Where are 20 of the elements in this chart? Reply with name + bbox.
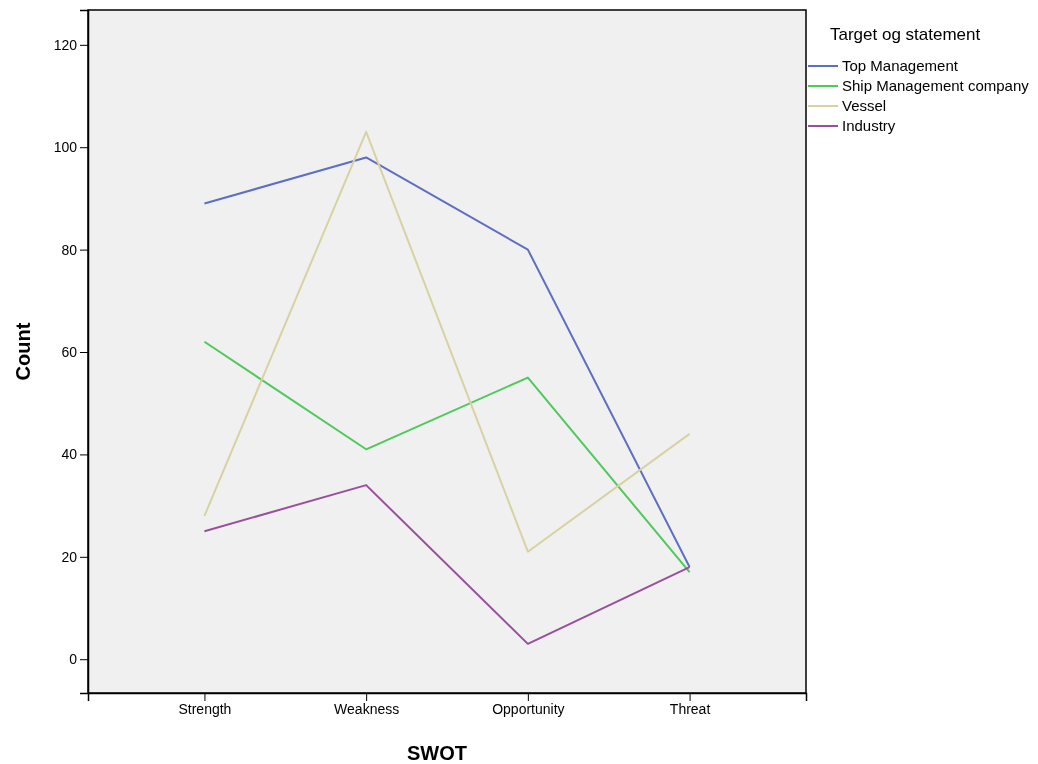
y-axis-title: Count [12,322,34,381]
line-series [203,340,691,574]
x-tick-label: Threat [669,700,711,717]
legend-label: Industry [842,117,896,134]
y-tick-label: 0 [69,651,78,668]
x-tick-label: Strength [178,700,232,717]
x-tick-label: Opportunity [492,700,565,717]
x-tick-label: Weakness [334,700,400,717]
y-tick-label: 40 [61,446,78,463]
legend-label: Vessel [842,97,887,114]
y-tick-label: 120 [53,36,78,53]
legend-title: Target og statement [830,25,981,44]
legend-label: Top Management [842,57,959,74]
x-axis-title: SWOT [407,742,467,764]
y-tick-label: 80 [61,241,78,258]
y-tick-label: 60 [61,343,78,360]
legend-label: Ship Management company [842,77,1030,94]
y-tick-label: 20 [61,548,78,565]
y-tick-label: 100 [53,139,78,156]
line-series [203,484,691,645]
